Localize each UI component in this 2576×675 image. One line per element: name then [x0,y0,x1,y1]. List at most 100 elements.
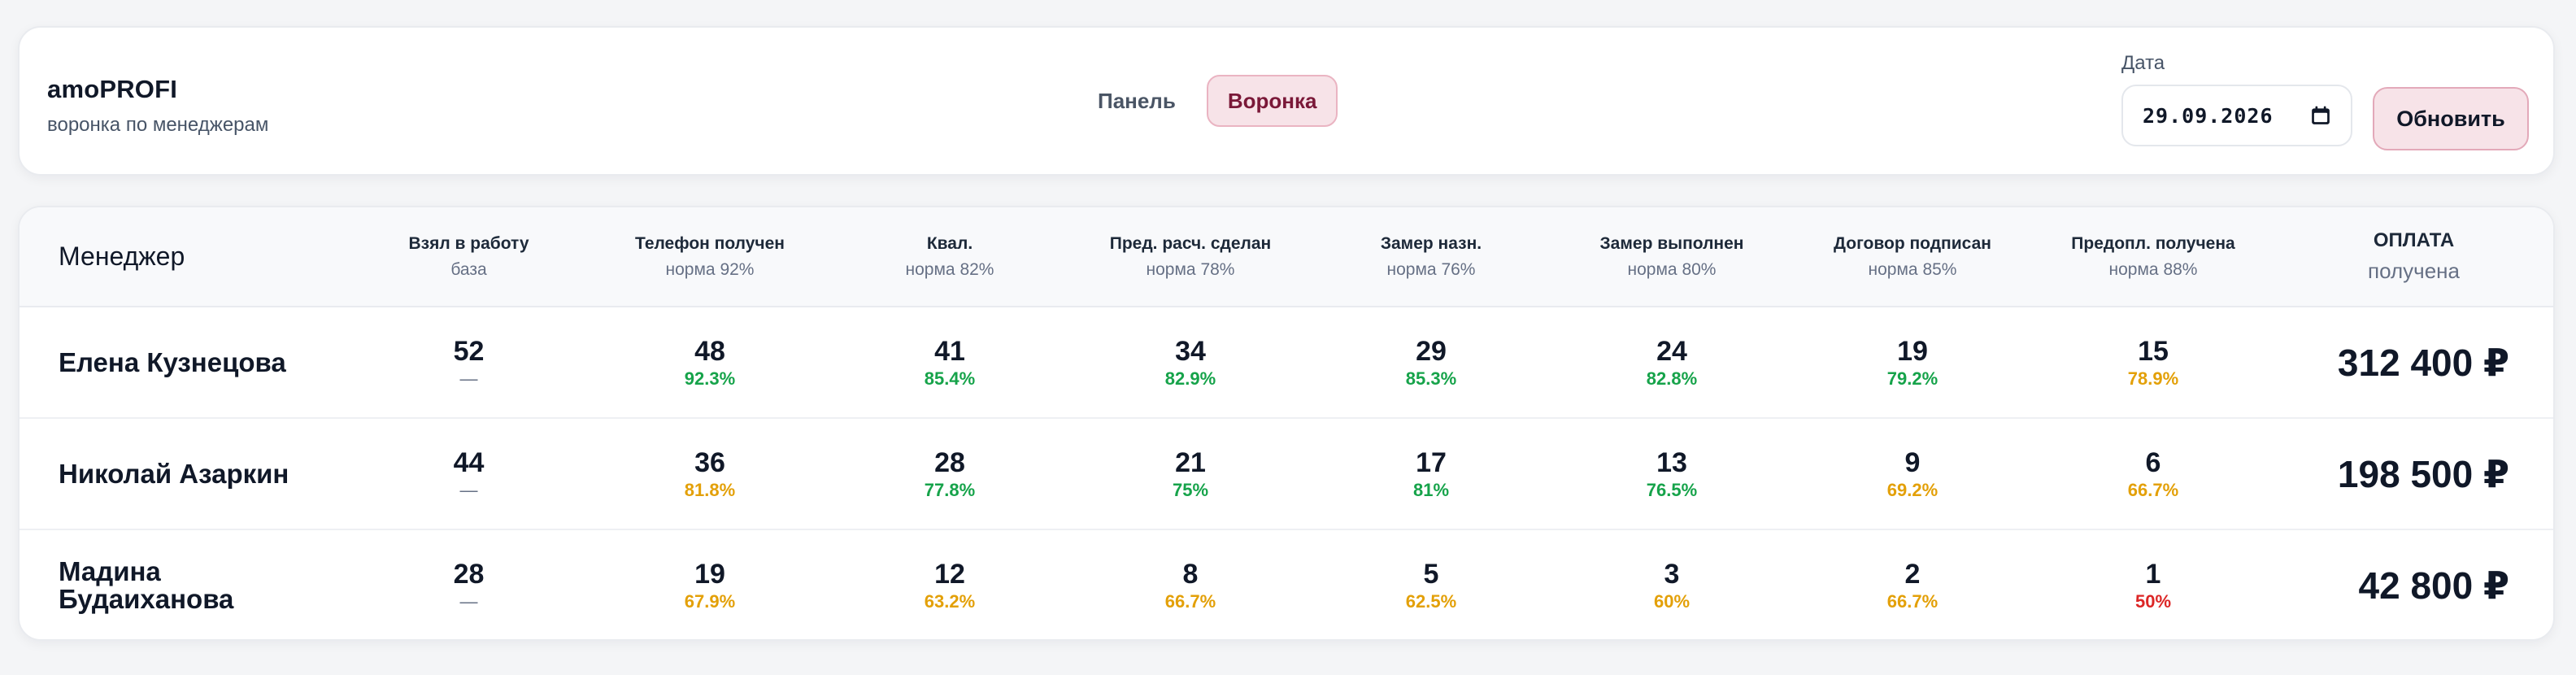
app-subtitle: воронка по менеджерам [47,114,269,136]
metric-cell: 36 81.8% [593,417,827,529]
manager-column-header: Менеджер [20,207,345,307]
column-norm: норма 76% [1386,259,1476,279]
metric-cell: 13 76.5% [1554,417,1790,529]
metric-rate: 76.5% [1646,479,1698,500]
metric-rate: 66.7% [1164,591,1216,612]
metric-value: 9 [1904,446,1921,478]
metric-cell: 28 77.8% [827,417,1073,529]
metric-cell: 12 63.2% [827,529,1073,639]
column-title: Замер выполнен [1599,233,1744,253]
column-norm: норма 85% [1868,259,1957,279]
column-title: Взял в работу [408,233,529,253]
metric-value: 44 [453,446,485,478]
app-title: amoPROFI [47,75,178,103]
metric-value: 36 [694,446,725,478]
tab-funnel[interactable]: Воронка [1206,75,1338,127]
header-card: amoPROFI воронка по менеджерам Панель Во… [18,26,2555,176]
metric-value: 2 [1904,559,1921,590]
metric-rate: 62.5% [1405,591,1457,612]
column-norm: норма 88% [2108,259,2198,279]
funnel-table: Менеджер Взял в работу база Телефон получ… [20,207,2553,639]
column-header: Договор подписан норма 85% [1790,207,2035,307]
metric-cell: 29 85.3% [1308,307,1554,418]
date-label: Дата [2121,52,2165,74]
table-row: Мадина Будаиханова 28— 19 67.9% 12 63.2% 8… [20,529,2553,639]
metric-cell: 3 60% [1554,529,1790,639]
table-row: Николай Азаркин 44— 36 81.8% 28 77.8% 21 75… [20,417,2553,529]
metric-cell: 28— [345,529,593,639]
column-title: Телефон получен [635,233,785,253]
column-header: Пред. расч. сделан норма 78% [1073,207,1308,307]
metric-value: 29 [1416,335,1447,367]
metric-value: 1 [2145,559,2161,590]
metric-value: 52 [453,335,485,367]
metric-value: 12 [934,559,965,590]
metric-cell: 17 81% [1308,417,1554,529]
payment-amount: 312 400 ₽ [2337,341,2509,384]
payment-column-header: ОПЛАТА получена [2271,207,2553,307]
column-norm: норма 92% [665,259,755,279]
date-input[interactable]: 29.09.2026 [2121,85,2352,146]
metric-value: 41 [934,335,965,367]
metric-rate: 67.9% [684,591,736,612]
metric-rate: — [459,479,478,500]
metric-value: 34 [1175,335,1206,367]
metric-cell: 24 82.8% [1554,307,1790,418]
column-header: Квал. норма 82% [827,207,1073,307]
date-filter: Дата 29.09.2026 [2121,52,2352,146]
metric-cell: 2 66.7% [1790,529,2035,639]
metric-cell: 1 50% [2035,529,2271,639]
metric-value: 28 [934,446,965,478]
tab-panel[interactable]: Панель [1098,88,1176,113]
metric-rate: — [459,591,478,612]
metric-cell: 21 75% [1073,417,1308,529]
metric-value: 24 [1656,335,1687,367]
column-title: Замер назн. [1380,233,1482,253]
metric-cell: 8 66.7% [1073,529,1308,639]
column-norm: база [450,259,487,279]
metric-cell: 41 85.4% [827,307,1073,418]
metric-rate: 66.7% [2127,479,2179,500]
column-header: Телефон получен норма 92% [593,207,827,307]
payment-title: ОПЛАТА [2373,229,2455,251]
metric-rate: 92.3% [684,368,736,389]
column-title: Квал. [926,233,973,253]
metric-rate: 82.9% [1164,368,1216,389]
column-norm: норма 82% [905,259,994,279]
metric-value: 48 [694,335,725,367]
metric-cell: 19 79.2% [1790,307,2035,418]
column-header: Взял в работу база [345,207,593,307]
metric-rate: 81% [1412,479,1450,500]
view-tabs: Панель Воронка [1077,75,1338,127]
metric-rate: 79.2% [1886,368,1939,389]
column-title: Предопл. получена [2071,233,2235,253]
payment-amount: 42 800 ₽ [2271,529,2553,639]
metric-value: 3 [1664,559,1680,590]
refresh-button[interactable]: Обновить [2373,87,2529,150]
metric-rate: 85.3% [1405,368,1457,389]
calendar-icon[interactable] [2310,105,2331,126]
metric-rate: — [459,368,478,389]
metric-value: 15 [2138,335,2169,367]
column-title: Пред. расч. сделан [1109,233,1272,253]
funnel-table-card: Менеджер Взял в работу база Телефон получ… [18,206,2555,641]
metric-cell: 6 66.7% [2035,417,2271,529]
column-norm: норма 78% [1146,259,1235,279]
metric-rate: 66.7% [1886,591,1939,612]
metric-rate: 60% [1653,591,1690,612]
column-header: Замер назн. норма 76% [1308,207,1554,307]
column-header: Замер выполнен норма 80% [1554,207,1790,307]
metric-cell: 19 67.9% [593,529,827,639]
metric-rate: 50% [2134,591,2172,612]
manager-name: Николай Азаркин [20,417,345,529]
payment-amount: 198 500 ₽ [2271,417,2553,529]
manager-name: Мадина Будаиханова [20,529,345,639]
metric-rate: 82.8% [1646,368,1698,389]
payment-sub: получена [2368,259,2460,283]
metric-cell: 5 62.5% [1308,529,1554,639]
metric-cell: 15 78.9% [2035,307,2271,418]
metric-value: 19 [694,559,725,590]
metric-value: 13 [1656,446,1687,478]
metric-rate: 85.4% [924,368,976,389]
metric-rate: 77.8% [924,479,976,500]
